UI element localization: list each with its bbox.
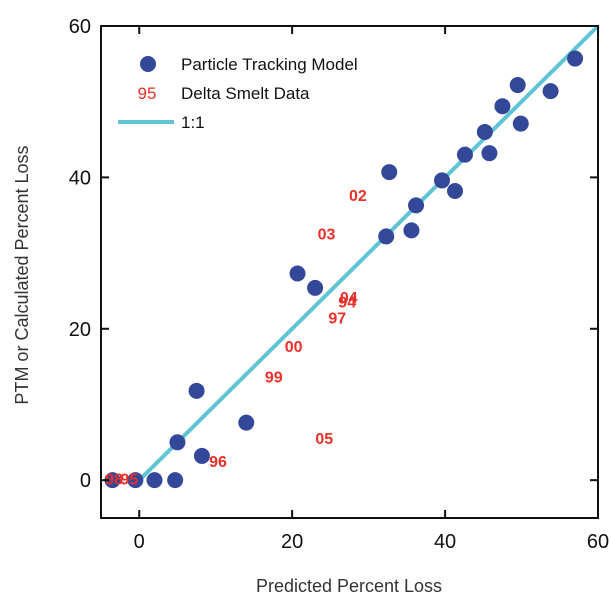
- ptm-marker: [494, 98, 511, 115]
- smelt-data-label: 02: [349, 188, 367, 205]
- ptm-marker: [167, 472, 184, 489]
- ptm-marker: [307, 279, 324, 296]
- ptm-marker: [127, 472, 144, 489]
- ptm-marker: [238, 414, 255, 431]
- ptm-marker: [378, 228, 395, 245]
- y-axis-title: PTM or Calculated Percent Loss: [12, 145, 32, 404]
- ptm-marker: [567, 50, 584, 67]
- smelt-data-label: 99: [265, 369, 283, 386]
- ptm-marker: [509, 77, 526, 94]
- smelt-data-label: 95: [120, 472, 138, 489]
- smelt-data-label: 05: [315, 431, 333, 448]
- smelt-data-label: 00: [285, 339, 303, 356]
- ptm-marker: [403, 222, 420, 239]
- ptm-marker: [434, 172, 451, 189]
- y-tick-label: 0: [80, 470, 91, 492]
- plot-frame: [100, 25, 599, 519]
- y-tick-label: 40: [69, 167, 91, 189]
- ptm-marker: [481, 145, 498, 162]
- one-to-one-line: [137, 24, 600, 482]
- smelt-data-label: 96: [209, 454, 227, 471]
- x-tick-label: 60: [587, 531, 609, 553]
- ptm-marker: [193, 447, 210, 464]
- x-tick-label: 20: [281, 531, 303, 553]
- ptm-marker: [542, 83, 559, 100]
- legend-ptm-label: Particle Tracking Model: [181, 55, 358, 74]
- legend: Particle Tracking Model 95 Delta Smelt Dat…: [118, 55, 358, 132]
- x-tick-label: 0: [134, 531, 145, 553]
- smelt-data-label: 94: [338, 295, 356, 312]
- ptm-marker: [476, 123, 493, 140]
- legend-ptm-marker: [140, 56, 156, 72]
- ptm-marker: [447, 183, 464, 200]
- ptm-marker: [188, 382, 205, 399]
- smelt-data-label: 97: [328, 310, 346, 327]
- ptm-marker: [289, 265, 306, 282]
- legend-smelt-label: Delta Smelt Data: [181, 84, 310, 103]
- ptm-marker: [104, 472, 121, 489]
- smelt-data-label: 03: [318, 226, 336, 243]
- ptm-marker: [456, 146, 473, 163]
- ptm-marker: [512, 115, 529, 132]
- ptm-marker: [146, 472, 163, 489]
- ptm-marker: [408, 197, 425, 214]
- smelt-data-label: 04: [340, 290, 358, 307]
- y-tick-label: 60: [69, 16, 91, 38]
- ptm-marker: [169, 434, 186, 451]
- y-tick-label: 20: [69, 319, 91, 341]
- smelt-data-label: 98: [105, 472, 123, 489]
- x-axis-title: Predicted Percent Loss: [256, 576, 442, 596]
- x-tick-label: 40: [434, 531, 456, 553]
- ptm-marker: [381, 164, 398, 181]
- legend-smelt-symbol: 95: [138, 84, 157, 103]
- legend-line-label: 1:1: [181, 113, 205, 132]
